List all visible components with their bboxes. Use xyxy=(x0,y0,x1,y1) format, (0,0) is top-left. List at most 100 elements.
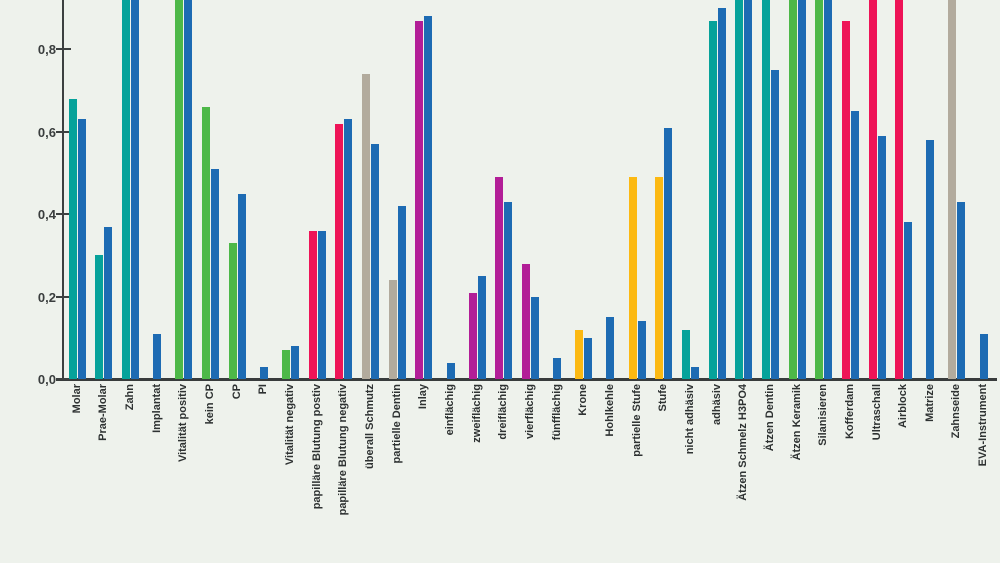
x-axis-label-text: Matrize xyxy=(923,384,936,422)
bar xyxy=(95,255,104,379)
bar xyxy=(317,230,326,379)
x-axis-label-text: Stufe xyxy=(657,384,670,412)
bar-group xyxy=(837,0,864,379)
y-axis-tick xyxy=(56,213,71,216)
x-axis-label-text: partielle Dentin xyxy=(390,384,403,464)
x-axis-label: nicht adhäsiv xyxy=(677,384,704,563)
x-axis-label-text: Ultraschall xyxy=(870,384,883,441)
x-axis-label: dreiflächig xyxy=(491,384,518,563)
bar xyxy=(957,201,966,379)
y-axis-tick-label: 0,6 xyxy=(37,124,56,140)
plot-area xyxy=(64,0,997,379)
x-axis-label: EVA-Instrument xyxy=(970,384,997,563)
x-axis-label-text: Ätzen Dentin xyxy=(763,384,776,452)
bar xyxy=(122,0,131,379)
bar xyxy=(202,107,211,379)
bar xyxy=(477,276,486,379)
bar xyxy=(948,0,957,379)
bar xyxy=(664,127,673,379)
x-axis-label: Zahnseide xyxy=(944,384,971,563)
bar-group xyxy=(864,0,891,379)
x-axis-label-text: dreiflächig xyxy=(497,384,510,440)
x-axis-label-text: Molar xyxy=(70,384,83,414)
x-axis-label-text: zweiflächig xyxy=(470,384,483,443)
bar-group xyxy=(704,0,731,379)
x-axis-label: zweiflächig xyxy=(464,384,491,563)
x-axis-label: kein CP xyxy=(197,384,224,563)
y-axis-line xyxy=(62,0,64,380)
x-axis-label-text: nicht adhäsiv xyxy=(683,384,696,455)
bar-group xyxy=(64,0,91,379)
bar-group xyxy=(650,0,677,379)
bar xyxy=(175,0,184,379)
x-axis-label-text: fünfflächig xyxy=(550,384,563,441)
x-axis-label-text: überall Schmutz xyxy=(364,384,377,469)
bar xyxy=(979,333,988,379)
bar xyxy=(584,337,593,379)
bar-group xyxy=(357,0,384,379)
bar-group xyxy=(197,0,224,379)
x-axis-label-text: Inlay xyxy=(417,384,430,410)
x-axis-label-text: partielle Stufe xyxy=(630,384,643,457)
bar-group xyxy=(304,0,331,379)
x-axis-label: Krone xyxy=(570,384,597,563)
bar xyxy=(446,362,455,379)
bar-group xyxy=(144,0,171,379)
x-axis-labels: Molar Prae-Molar Zahn Implantat Vitalität po… xyxy=(64,384,997,563)
x-axis-label: Kofferdam xyxy=(837,384,864,563)
bar-group xyxy=(677,0,704,379)
bar xyxy=(926,140,935,379)
bar-group xyxy=(464,0,491,379)
x-axis-label: überall Schmutz xyxy=(357,384,384,563)
x-axis-label: Matrize xyxy=(917,384,944,563)
bar xyxy=(468,292,477,379)
x-axis-label-text: Ätzen Keramik xyxy=(790,384,803,461)
bar-group xyxy=(91,0,118,379)
x-axis-label-text: Silanisieren xyxy=(817,384,830,446)
x-axis-label: Inlay xyxy=(411,384,438,563)
x-axis-label-text: Vitalität positiv xyxy=(177,384,190,463)
x-axis-label: Vitalität negativ xyxy=(277,384,304,563)
bar xyxy=(104,226,113,379)
x-axis-label-text: papilläre Blutung negativ xyxy=(337,384,350,516)
bar-groups xyxy=(64,0,997,379)
x-axis-label: partielle Dentin xyxy=(384,384,411,563)
x-axis-label: Ätzen Dentin xyxy=(757,384,784,563)
x-axis-label-text: Airblock xyxy=(897,384,910,429)
bar xyxy=(495,177,504,379)
x-axis-label-text: Ätzen Schmelz H3PO4 xyxy=(737,384,750,501)
y-axis-tick-label: 0,4 xyxy=(37,207,56,223)
bar xyxy=(877,135,886,379)
bar xyxy=(530,296,539,379)
bar xyxy=(153,333,162,379)
bar-group xyxy=(757,0,784,379)
bar-group xyxy=(917,0,944,379)
x-axis-label-text: Vitalität negativ xyxy=(284,384,297,466)
bar xyxy=(904,222,913,379)
x-axis-label: CP xyxy=(224,384,251,563)
bar xyxy=(291,346,300,379)
x-axis-label: PI xyxy=(251,384,278,563)
x-axis-label-text: adhäsiv xyxy=(710,384,723,425)
bar xyxy=(308,230,317,379)
bar xyxy=(211,168,220,379)
bar xyxy=(521,263,530,379)
bar xyxy=(628,177,637,379)
x-axis-label: Stufe xyxy=(650,384,677,563)
x-axis-label-text: Hohlkehle xyxy=(603,384,616,437)
bar-group xyxy=(570,0,597,379)
bar-group xyxy=(544,0,571,379)
x-axis-label-text: einflächig xyxy=(444,384,457,436)
bar xyxy=(895,0,904,379)
bar-group xyxy=(810,0,837,379)
x-axis-label-text: kein CP xyxy=(204,384,217,425)
x-axis-label-text: vierflächig xyxy=(523,384,536,440)
x-axis-label-text: EVA-Instrument xyxy=(977,384,990,467)
bar xyxy=(184,0,193,379)
x-axis-label: Ätzen Keramik xyxy=(784,384,811,563)
bar xyxy=(131,0,140,379)
bar xyxy=(575,329,584,379)
x-axis-label-text: Zahn xyxy=(124,384,137,411)
bar xyxy=(841,20,850,379)
